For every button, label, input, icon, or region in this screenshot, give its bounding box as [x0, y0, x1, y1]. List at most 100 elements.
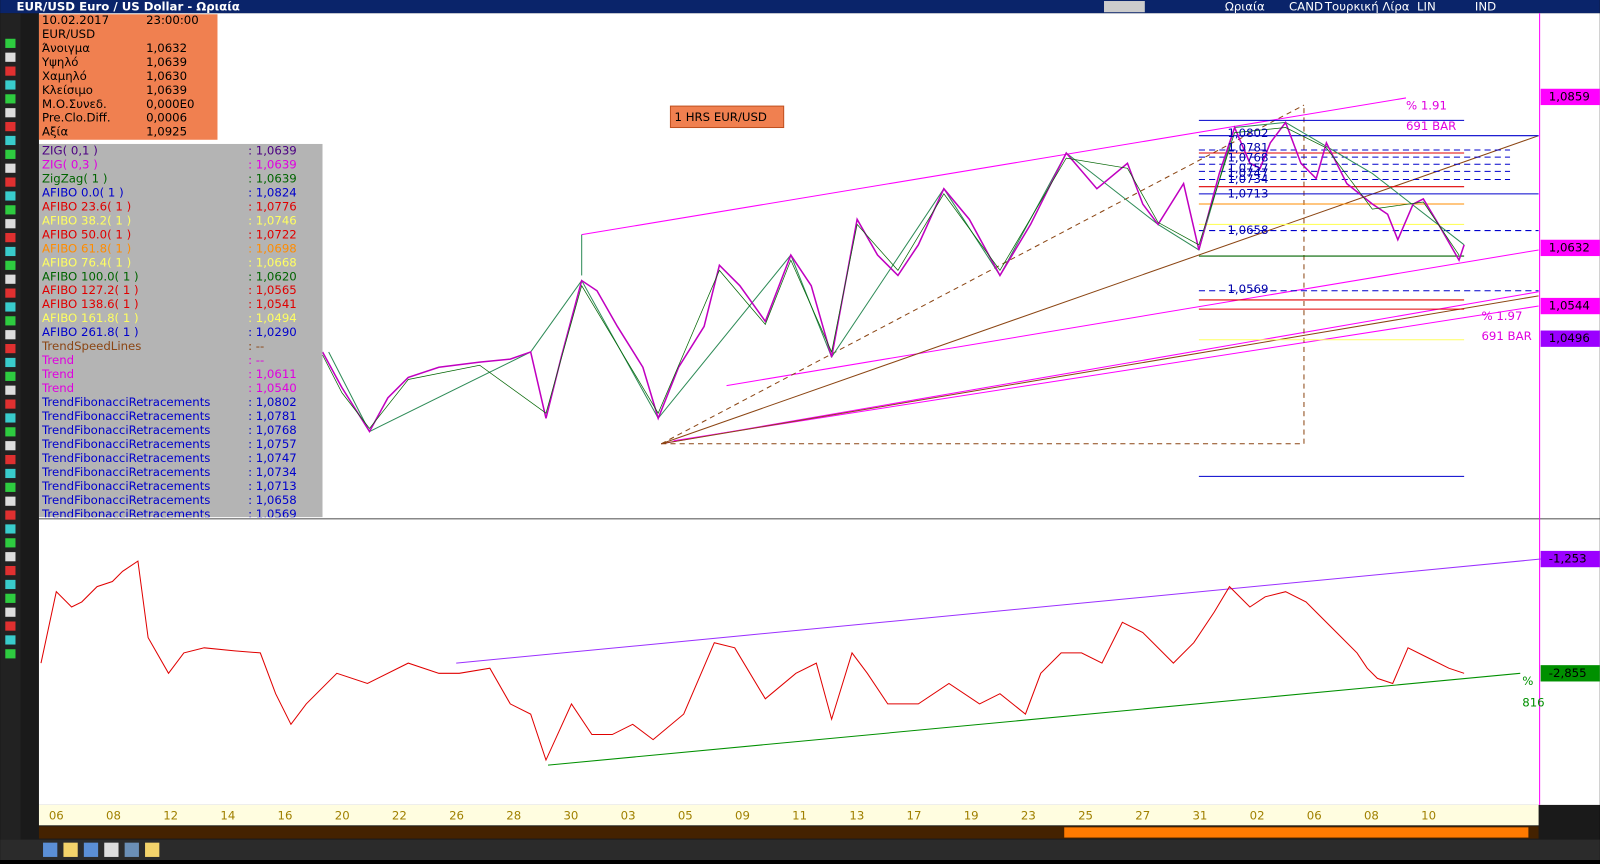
tool-icon[interactable] [5, 163, 16, 173]
tool-icon[interactable] [5, 607, 16, 617]
menu-item[interactable]: Ωριαία [1225, 0, 1265, 14]
tool-icon[interactable] [5, 205, 16, 215]
x-tick-label: 06 [1307, 809, 1322, 823]
indicator-name: TrendFibonacciRetracements [41, 507, 210, 521]
x-tick-label: 14 [220, 809, 235, 823]
tool-icon[interactable] [5, 621, 16, 631]
bottom-icons[interactable] [43, 842, 160, 857]
tool-icon[interactable] [5, 38, 16, 48]
forex-logo [1104, 1, 1145, 13]
indicator-name: Trend [41, 353, 74, 367]
tool-icon[interactable] [5, 108, 16, 118]
tool-icon[interactable] [5, 80, 16, 90]
info-value: 0,000E0 [146, 97, 194, 111]
x-tick-label: 23 [1021, 809, 1036, 823]
tool-icon[interactable] [5, 427, 16, 437]
tool-icon[interactable] [5, 233, 16, 243]
tool-icon[interactable] [5, 482, 16, 492]
x-tick-label: 11 [792, 809, 807, 823]
indicator-name: TrendFibonacciRetracements [41, 395, 210, 409]
tool-icon[interactable] [5, 274, 16, 284]
drawings [321, 97, 1539, 477]
tool-icon[interactable] [5, 579, 16, 590]
fib-label: 1,0569 [1227, 282, 1268, 296]
indicator-name: TrendFibonacciRetracements [41, 409, 210, 423]
fib-label: 1,0757 [1227, 161, 1268, 175]
indicator-value: : 1,0722 [248, 227, 297, 241]
tool-icon[interactable] [5, 66, 16, 76]
tool-icon[interactable] [5, 454, 16, 465]
tool-icon[interactable] [5, 302, 16, 312]
x-tick-label: 02 [1250, 809, 1265, 823]
indicator-panel [38, 143, 323, 518]
x-tick-label: 08 [1364, 809, 1379, 823]
tool-icon[interactable] [5, 510, 16, 520]
indicator-value: : 1,0768 [248, 423, 297, 437]
indicator-value: : 1,0541 [248, 297, 297, 311]
tool-icon[interactable] [5, 219, 16, 229]
tool-icon[interactable] [5, 565, 16, 576]
tool-icon[interactable] [5, 413, 16, 423]
channel-label: 691 BAR [1406, 119, 1456, 133]
tool-icon[interactable] [5, 468, 16, 479]
tool-icon[interactable] [5, 316, 16, 326]
info-value: 1,0925 [146, 125, 187, 139]
tool-icon[interactable] [5, 593, 16, 603]
osc-tag [1540, 550, 1600, 568]
tool-icon[interactable] [5, 552, 16, 562]
tool-icon[interactable] [5, 649, 16, 659]
x-tick-label: 03 [621, 809, 636, 823]
indicator-value: : 1,0639 [248, 143, 297, 157]
tool-icon[interactable] [5, 122, 16, 132]
indicator-value: : 1,0494 [248, 311, 297, 325]
tool-icon[interactable] [5, 385, 16, 395]
price-tag-label: 1,0544 [1549, 299, 1590, 313]
tool-icon[interactable] [5, 246, 16, 257]
menu-item[interactable]: LIN [1417, 0, 1436, 14]
indicator-value: : 1,0713 [248, 479, 297, 493]
channel-label: % 1.97 [1481, 309, 1522, 323]
indicator-value: : 1,0620 [248, 269, 297, 283]
tool-icon[interactable] [5, 371, 16, 381]
fib-label: 1,0768 [1227, 151, 1268, 165]
tool-icon[interactable] [5, 357, 16, 368]
tool-icon[interactable] [5, 52, 16, 62]
tool-icon[interactable] [5, 344, 16, 354]
menu-item[interactable]: IND [1475, 0, 1496, 14]
menu-item[interactable]: Τουρκική Λίρα [1324, 0, 1410, 14]
info-value: 1,0639 [146, 55, 187, 69]
scroll-thumb[interactable] [1064, 827, 1529, 838]
tool-icon[interactable] [5, 330, 16, 340]
tool-icon[interactable] [5, 441, 16, 451]
tool-icon[interactable] [5, 177, 16, 187]
tool-icon[interactable] [5, 135, 16, 146]
tool-icon[interactable] [5, 149, 16, 159]
indicator-name: AFIBO 261.8( 1 ) [42, 325, 139, 339]
tool-icon[interactable] [5, 538, 16, 548]
tool-icon[interactable] [5, 399, 16, 409]
indicator-name: AFIBO 76.4( 1 ) [42, 255, 131, 269]
indicator-value: : 1,0565 [248, 283, 297, 297]
x-tick-label: 16 [278, 809, 293, 823]
indicator-value: : 1,0611 [248, 367, 297, 381]
tool-icon[interactable] [5, 191, 16, 201]
indicator-name: AFIBO 38.2( 1 ) [42, 213, 131, 227]
info-label: Pre.Clo.Diff. [42, 111, 111, 125]
menu-item[interactable]: CAND [1289, 0, 1323, 14]
fib-label: 1,0713 [1227, 186, 1268, 200]
tool-icon[interactable] [5, 288, 16, 298]
tool-icon[interactable] [5, 94, 16, 104]
indicator-name: TrendSpeedLines [41, 339, 141, 353]
indicator-name: AFIBO 138.6( 1 ) [42, 297, 139, 311]
info-date: 10.02.2017 [42, 13, 109, 27]
indicator-value: : 1,0569 [248, 507, 297, 521]
price-tag-label: 1,0859 [1549, 89, 1590, 103]
info-box [38, 14, 218, 140]
tool-icon[interactable] [5, 260, 16, 270]
tool-icon[interactable] [5, 635, 16, 645]
fib-label: 1,0734 [1227, 172, 1268, 186]
left-toolbar[interactable] [0, 13, 21, 840]
tool-icon[interactable] [5, 496, 16, 506]
tool-icon[interactable] [5, 524, 16, 534]
